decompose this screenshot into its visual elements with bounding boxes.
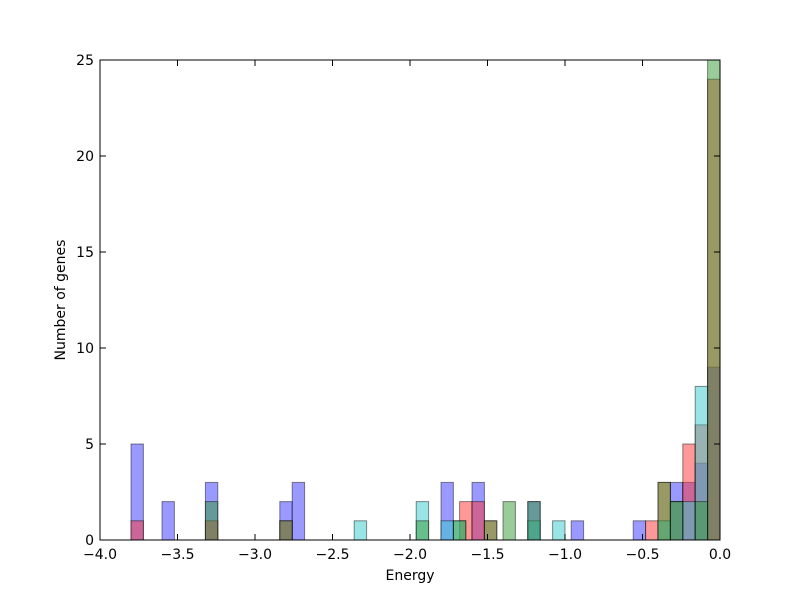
x-tick-label: −3.0	[238, 547, 272, 563]
histogram-bar	[279, 520, 293, 541]
y-tick-label: 25	[76, 53, 94, 69]
histogram-bar	[632, 520, 647, 541]
x-tick-label: −4.0	[83, 547, 117, 563]
y-tick-label: 15	[76, 245, 94, 261]
x-tick-label: −1.5	[471, 547, 505, 563]
bars-layer	[130, 59, 721, 541]
histogram-bar	[570, 520, 585, 541]
x-tick-label: −1.0	[548, 547, 582, 563]
histogram-bar	[471, 501, 485, 541]
histogram-bar	[682, 501, 696, 541]
histogram-bar	[645, 520, 659, 541]
x-tick-label: −0.5	[626, 547, 660, 563]
y-axis-label: Number of genes	[53, 240, 69, 361]
histogram-bar	[707, 59, 721, 541]
histogram-bar	[657, 481, 671, 541]
histogram-bar	[669, 501, 684, 541]
histogram-bar	[204, 501, 219, 541]
x-tick-label: 0.0	[709, 547, 731, 563]
x-tick-label: −2.5	[316, 547, 350, 563]
y-tick-label: 5	[85, 437, 94, 453]
x-axis-ticks: −4.0 −3.5 −3.0 −2.5 −2.0 −1.5 −1.0 −0.5 0.0	[83, 60, 731, 563]
histogram-bar	[353, 520, 368, 541]
histogram-bar	[415, 520, 430, 541]
histogram-bar	[291, 481, 306, 541]
histogram-bar	[552, 520, 566, 541]
histogram-bar	[161, 501, 175, 541]
y-tick-label: 10	[76, 341, 94, 357]
histogram-bar	[452, 520, 467, 541]
x-axis-label: Energy	[385, 568, 434, 584]
x-tick-label: −3.5	[161, 547, 195, 563]
histogram-bar	[483, 520, 498, 541]
histogram-bar	[694, 501, 709, 541]
y-axis-ticks: 0 5 10 15 20 25	[76, 53, 720, 549]
histogram-bar	[440, 520, 454, 541]
x-tick-label: −2.0	[393, 547, 427, 563]
plot-frame	[99, 59, 721, 541]
histogram-bar	[130, 520, 144, 541]
histogram-bar	[502, 501, 516, 541]
y-tick-label: 0	[85, 533, 94, 549]
histogram-bar	[527, 501, 541, 541]
y-tick-label: 20	[76, 149, 94, 165]
